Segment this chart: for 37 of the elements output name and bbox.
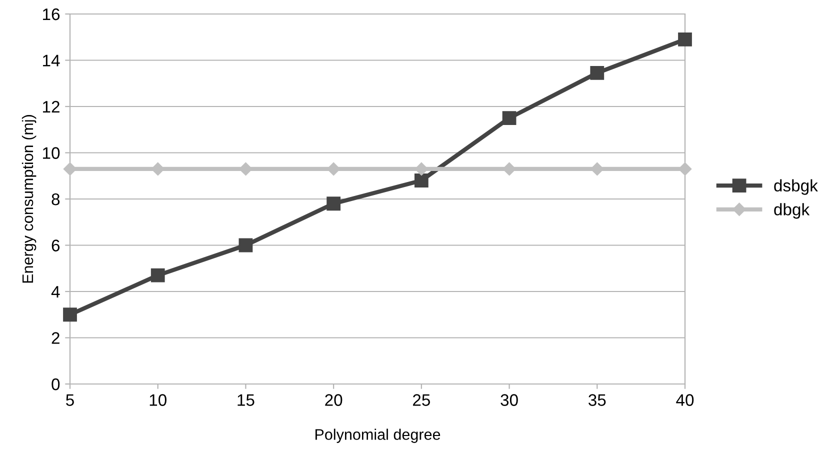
y-tick-label: 6 xyxy=(52,240,60,252)
point xyxy=(150,268,165,282)
point xyxy=(326,162,340,176)
y-tick-label: 14 xyxy=(43,54,60,66)
x-tick-label: 15 xyxy=(238,394,254,406)
x-tick-label: 20 xyxy=(325,394,342,406)
y-tick-label: 10 xyxy=(43,147,60,159)
x-axis-title: Polynomial degree xyxy=(315,428,440,443)
x-tick-label: 10 xyxy=(150,394,166,406)
x-tick-label: 5 xyxy=(66,394,74,406)
point xyxy=(239,162,252,176)
point xyxy=(678,32,692,46)
point xyxy=(590,66,604,80)
y-tick-label: 2 xyxy=(52,332,60,344)
y-tick-label: 8 xyxy=(52,193,60,206)
y-tick-label: 0 xyxy=(52,378,60,390)
point xyxy=(151,162,164,176)
point xyxy=(590,162,604,176)
point xyxy=(414,174,428,188)
x-tick-label: 25 xyxy=(413,394,430,406)
point xyxy=(414,162,428,176)
point xyxy=(502,111,516,126)
legend-label: dsbgk xyxy=(774,179,818,195)
point xyxy=(63,308,77,322)
x-tick-label: 35 xyxy=(588,394,606,406)
x-tick-label: 30 xyxy=(500,394,518,406)
legend-label: dbgk xyxy=(774,203,810,219)
x-tick-label: 40 xyxy=(676,394,694,406)
point xyxy=(502,162,516,176)
point xyxy=(678,162,692,176)
y-tick-label: 16 xyxy=(43,8,60,20)
point xyxy=(326,196,341,211)
y-tick-label: 12 xyxy=(43,100,60,113)
point xyxy=(238,238,253,252)
y-tick-label: 4 xyxy=(51,286,60,298)
point xyxy=(63,162,77,176)
y-axis-title: Energy consumption (mj) xyxy=(22,115,36,283)
